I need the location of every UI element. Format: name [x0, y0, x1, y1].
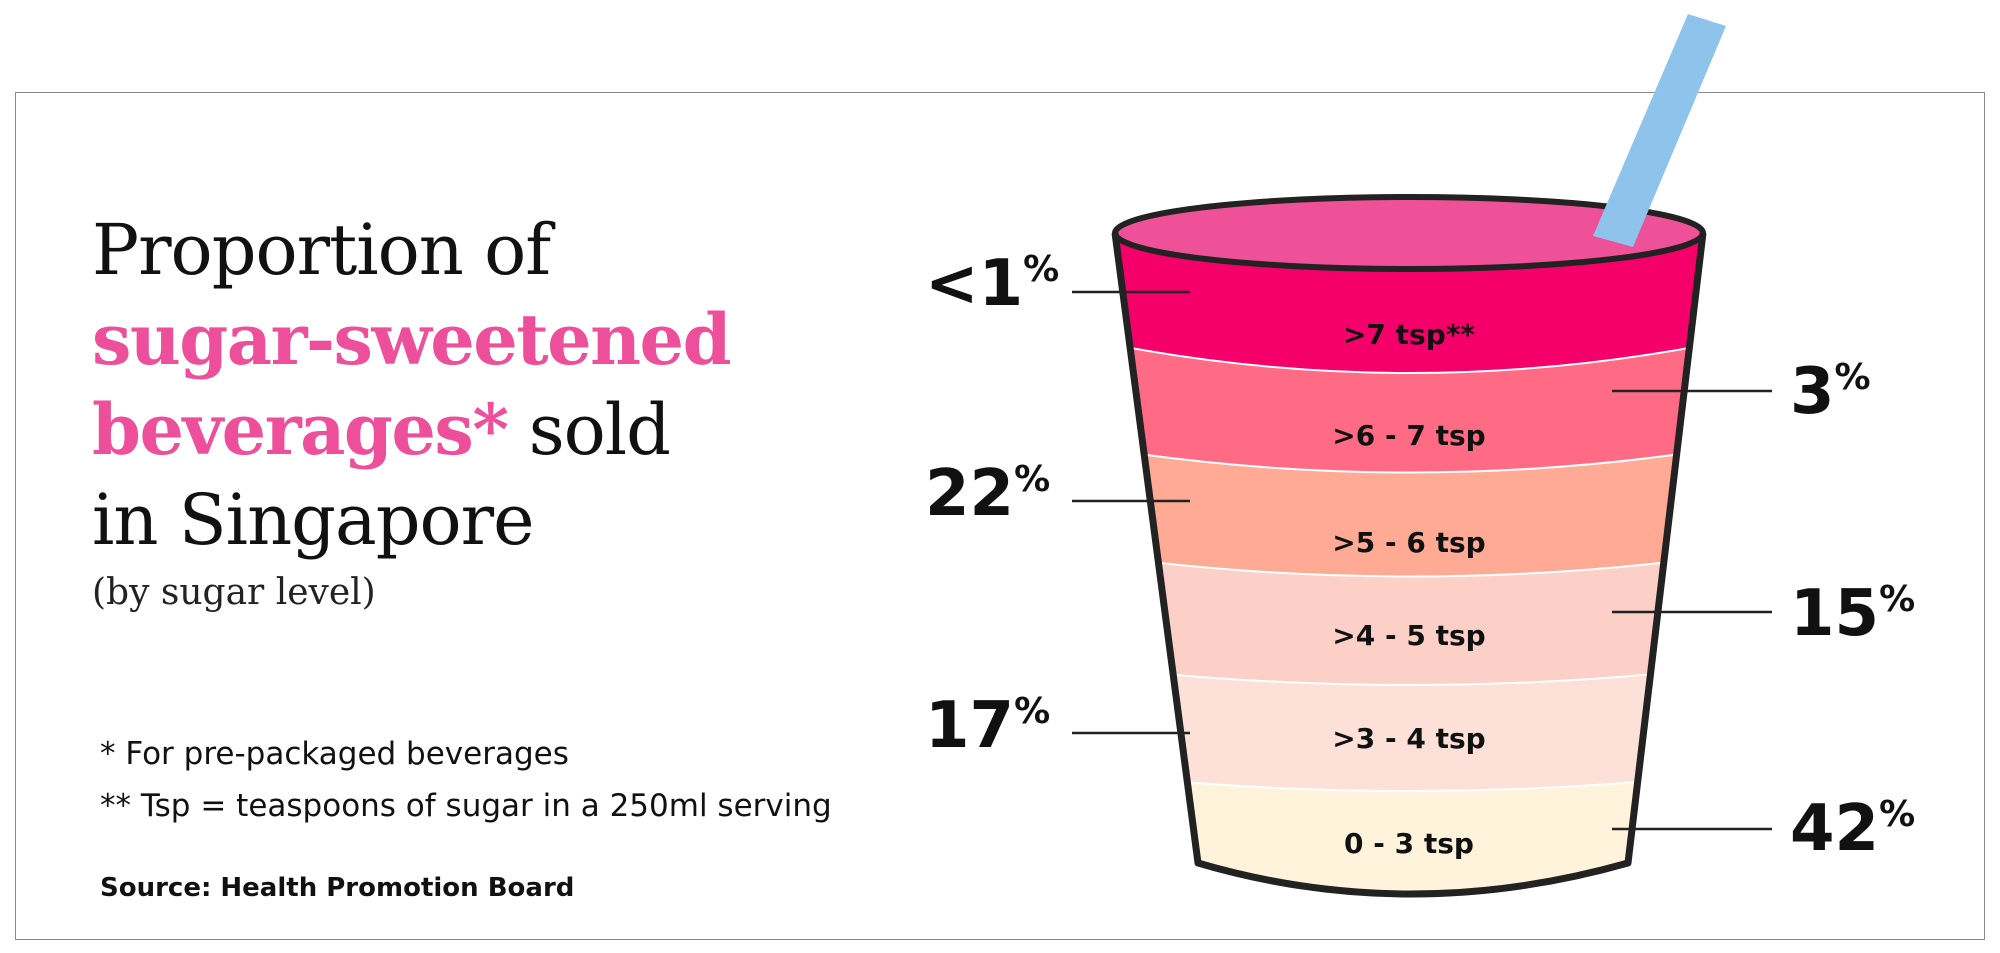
title-line-2-highlight: sugar-sweetened — [92, 298, 732, 381]
percent-sign: % — [1014, 459, 1050, 500]
infographic-title: Proportion of sugar-sweetened beverages*… — [92, 205, 732, 565]
percentage-values: <1% 3% 22% 15% 17% 42% — [925, 247, 1915, 866]
band-label: >6 - 7 tsp — [1332, 419, 1485, 452]
percentage-number: 17 — [925, 689, 1014, 763]
band-labels: >7 tsp** >6 - 7 tsp >5 - 6 tsp >4 - 5 ts… — [1332, 318, 1485, 860]
cup-outline — [1111, 232, 1707, 898]
percentage-value: 22% — [925, 457, 1050, 531]
percentage-value: 15% — [1790, 577, 1915, 651]
band-label: >5 - 6 tsp — [1332, 526, 1485, 559]
band-label: >3 - 4 tsp — [1332, 722, 1485, 755]
source-credit: Source: Health Promotion Board — [100, 873, 575, 903]
band-label: >7 tsp** — [1343, 318, 1475, 351]
title-line-1: Proportion of — [92, 209, 551, 291]
percent-sign: % — [1879, 794, 1915, 835]
band-label: 0 - 3 tsp — [1344, 827, 1474, 860]
percentage-number: 42 — [1790, 792, 1879, 866]
percent-sign: % — [1023, 249, 1059, 290]
band-5-6-tsp — [1115, 445, 1703, 577]
percentage-number: 22 — [925, 457, 1014, 531]
band-4-5-tsp — [1115, 553, 1703, 685]
title-line-3: beverages* sold — [92, 385, 730, 475]
cup-bands — [1115, 233, 1703, 894]
percent-sign: % — [1835, 357, 1871, 398]
percent-sign: % — [1879, 579, 1915, 620]
percentage-number: 15 — [1790, 577, 1879, 651]
band-6-7-tsp — [1115, 338, 1703, 473]
subtitle: (by sugar level) — [92, 572, 376, 613]
leader-lines — [1072, 290, 1772, 831]
band-3-4-tsp — [1115, 665, 1703, 791]
band-label: >4 - 5 tsp — [1332, 619, 1485, 652]
percentage-number: <1 — [925, 247, 1023, 321]
footnote-teaspoons: ** Tsp = teaspoons of sugar in a 250ml s… — [100, 788, 832, 824]
straw — [1593, 14, 1726, 247]
percentage-value: 42% — [1790, 792, 1915, 866]
title-line-4: in Singapore — [92, 479, 535, 561]
infographic-frame — [15, 92, 1985, 940]
percentage-value: 3% — [1790, 355, 1871, 429]
footnote-prepackaged: * For pre-packaged beverages — [100, 736, 569, 772]
title-line-3-rest: sold — [507, 389, 671, 471]
percentage-value: <1% — [925, 247, 1059, 321]
percentage-value: 17% — [925, 689, 1050, 763]
percentage-number: 3 — [1790, 355, 1835, 429]
title-line-3-highlight: beverages* — [92, 388, 509, 471]
percent-sign: % — [1014, 691, 1050, 732]
